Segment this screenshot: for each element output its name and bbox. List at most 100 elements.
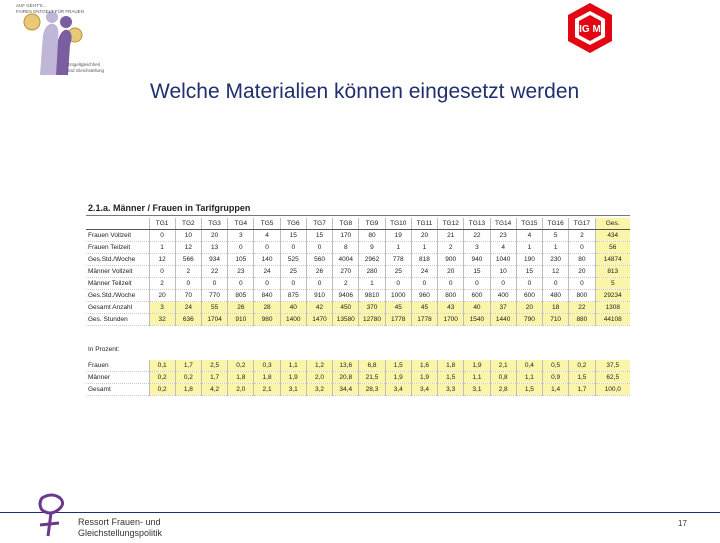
table-cell: 24 [411,265,439,278]
row-label-cell: Frauen [86,360,150,372]
table-cell: 32 [149,313,176,326]
table-cell: 600 [463,289,491,302]
table-cell: 12 [175,241,202,254]
table-cell: 0,9 [542,371,570,384]
table-cell: 2962 [358,253,386,266]
table-cell: 0 [175,277,202,290]
table-cell: 0 [149,229,176,242]
table-cell: 600 [516,289,544,302]
table-cell: 5 [595,277,630,290]
footer-line1: Ressort Frauen- und [78,517,161,527]
table-cell: 45 [411,301,439,314]
table-cell: 1704 [201,313,229,326]
table-cell: 0 [253,277,281,290]
table-cell: 0,8 [490,371,517,384]
table-cell: 40 [463,301,491,314]
table-cell: 450 [332,301,360,314]
table-cell: 1,7 [175,360,202,372]
table-cell: 0,2 [149,383,176,396]
table-cell: 23 [227,265,255,278]
table-cell: 1,5 [568,371,596,384]
table-cell: 4,2 [201,383,229,396]
table-cell: 1540 [463,313,491,326]
table-cell: 43 [437,301,465,314]
table-cell: 37 [490,301,517,314]
table-cell: 62,5 [595,371,630,384]
table-cell: 2 [437,241,465,254]
table-cell: 13 [201,241,229,254]
table-cell: 1,5 [385,360,412,372]
table-cell: 1,1 [280,360,307,372]
table-cell: 1440 [490,313,517,326]
table-cell: 710 [542,313,570,326]
table-cell: 3,3 [437,383,465,396]
table-cell: 3,2 [306,383,334,396]
table-cell: 15 [306,229,334,242]
table-cell: 0 [227,277,255,290]
campaign-logo-graphic [10,0,115,78]
table-row: Ges. Stunden 32 636 1704 910 980 1400 1470 13580… [86,313,630,326]
table-cell: 0,2 [149,371,176,384]
row-label-cell: Frauen Vollzeit [86,229,150,242]
campaign-logo-line1: AUF GEHT'S... [16,3,47,8]
table-cell: 0 [542,277,570,290]
table-cell: 0,2 [568,360,596,372]
table-cell: 29234 [595,289,630,302]
table-cell: 24 [175,301,202,314]
table-cell: 42 [306,301,334,314]
table-cell: 0,2 [227,360,255,372]
table-cell: 8 [332,241,360,254]
table-cell: 0 [516,277,544,290]
table-cell: 3 [463,241,491,254]
table-cell: 10 [175,229,202,242]
header-cell: TG7 [306,218,334,230]
table-row: Männer Vollzeit 0 2 22 23 24 25 26 270 280 25 24 20 1… [86,265,630,278]
prozent-table: Frauen 0,1 1,7 2,5 0,2 0,3 1,1 1,2 13,6 6,8 1,5 1,6… [86,360,630,396]
table-cell: 26 [227,301,255,314]
table-cell: 0 [490,277,517,290]
table-cell: 0,2 [175,371,202,384]
prozent-row: Männer 0,2 0,2 1,7 1,8 1,8 1,9 2,0 20,8 21,5 1,9 1,… [86,371,630,384]
table-cell: 14874 [595,253,630,266]
table-cell: 1,9 [463,360,491,372]
table-cell: 1,1 [516,371,544,384]
table-cell: 280 [358,265,386,278]
table-cell: 875 [280,289,307,302]
table-cell: 34,4 [332,383,360,396]
table-cell: 0 [568,277,596,290]
table-cell: 40 [280,301,307,314]
table-cell: 22 [463,229,491,242]
table-cell: 800 [568,289,596,302]
table-cell: 1,6 [411,360,439,372]
table-cell: 19 [385,229,412,242]
table-cell: 770 [201,289,229,302]
table-cell: 2,5 [201,360,229,372]
table-cell: 880 [568,313,596,326]
table-cell: 3,1 [280,383,307,396]
table-cell: 0,4 [516,360,544,372]
table-cell: 9406 [332,289,360,302]
table-cell: 1 [411,241,439,254]
table-cell: 1,5 [437,371,465,384]
table-cell: 24 [253,265,281,278]
header-cell: TG1 [149,218,176,230]
table-cell: 813 [595,265,630,278]
table-cell: 800 [437,289,465,302]
table-cell: 840 [253,289,281,302]
table-cell: 1,7 [201,371,229,384]
table-cell: 3,1 [463,383,491,396]
table-cell: 1,2 [306,360,334,372]
table-cell: 2,0 [306,371,334,384]
table-header-row: TG1 TG2 TG3 TG4 TG5 TG6 TG7 TG8 TG9 TG10 TG11 TG12 T… [86,218,630,230]
table-cell: 0,3 [253,360,281,372]
table-cell: 1,5 [516,383,544,396]
table-cell: 1000 [385,289,412,302]
table-cell: 1778 [385,313,412,326]
table-cell: 28,3 [358,383,386,396]
table-row: Frauen Vollzeit 0 10 20 3 4 15 15 170 80 19 20 21 22 2… [86,229,630,242]
table-cell: 480 [542,289,570,302]
table-cell: 4 [516,229,544,242]
table-cell: 20 [568,265,596,278]
table-cell: 44108 [595,313,630,326]
table-cell: 1 [516,241,544,254]
